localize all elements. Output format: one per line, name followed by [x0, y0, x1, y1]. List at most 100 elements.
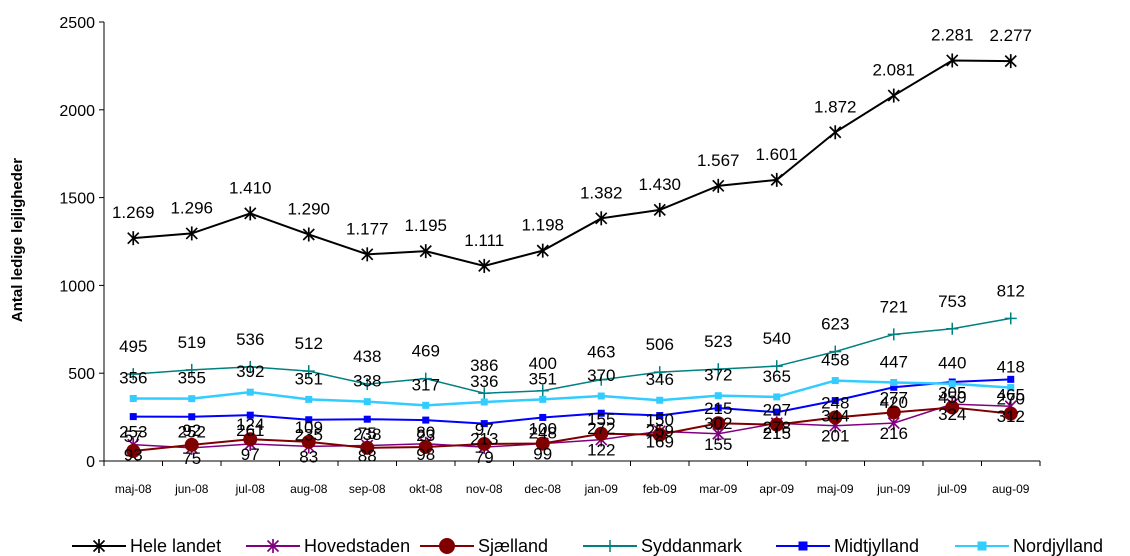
data-label-sj-lland: 109 — [295, 418, 323, 437]
legend-label: Sjælland — [478, 536, 548, 556]
data-point-midtjylland — [597, 409, 605, 417]
data-label-sj-lland: 150 — [646, 411, 674, 430]
data-label-sj-lland: 207 — [763, 401, 791, 420]
data-point-midtjylland — [831, 397, 839, 405]
data-label-hele-landet: 1.567 — [697, 151, 740, 170]
data-label-nordjylland: 418 — [997, 358, 1025, 377]
data-label-sj-lland: 100 — [529, 419, 557, 438]
data-point-syddanmark — [770, 360, 783, 373]
data-label-nordjylland: 355 — [178, 369, 206, 388]
legend-marker — [266, 539, 280, 553]
data-label-hovedstaden: 97 — [241, 445, 260, 464]
data-point-midtjylland — [773, 408, 781, 416]
data-point-hele-landet — [712, 178, 725, 193]
data-point-nordjylland — [948, 380, 956, 388]
data-point-midtjylland — [422, 416, 430, 424]
data-label-midtjylland: 465 — [997, 385, 1025, 404]
data-point-sj-lland — [945, 400, 960, 415]
data-label-midtjylland: 259 — [646, 422, 674, 441]
data-label-nordjylland: 392 — [236, 362, 264, 381]
data-point-hele-landet — [946, 53, 959, 68]
data-point-nordjylland — [480, 398, 488, 406]
data-label-hovedstaden: 122 — [587, 441, 615, 460]
data-point-hele-landet — [536, 243, 549, 258]
data-point-syddanmark — [887, 328, 900, 341]
data-label-syddanmark: 506 — [646, 335, 674, 354]
data-label-hovedstaden: 79 — [475, 448, 494, 467]
data-point-syddanmark — [244, 360, 257, 373]
data-point-sj-lland — [652, 427, 667, 442]
data-label-sj-lland: 80 — [416, 423, 435, 442]
data-point-midtjylland — [246, 411, 254, 419]
data-point-nordjylland — [129, 394, 137, 402]
data-label-nordjylland: 372 — [704, 366, 732, 385]
data-point-syddanmark — [536, 384, 549, 397]
data-point-sj-lland — [418, 439, 433, 454]
data-point-midtjylland — [188, 413, 196, 421]
data-label-sj-lland: 75 — [358, 424, 377, 443]
data-point-sj-lland — [535, 436, 550, 451]
data-point-nordjylland — [831, 377, 839, 385]
data-label-nordjylland: 365 — [763, 367, 791, 386]
data-point-sj-lland — [769, 417, 784, 432]
data-point-nordjylland — [246, 388, 254, 396]
data-label-midtjylland: 261 — [236, 421, 264, 440]
x-tick-label: jun-08 — [174, 482, 209, 496]
data-point-sj-lland — [477, 436, 492, 451]
data-point-midtjylland — [129, 413, 137, 421]
data-label-hele-landet: 1.601 — [755, 145, 798, 164]
x-tick-label: sep-08 — [349, 482, 386, 496]
x-tick-label: nov-08 — [466, 482, 503, 496]
data-point-hele-landet — [829, 125, 842, 140]
data-point-midtjylland — [890, 383, 898, 391]
data-label-midtjylland: 420 — [880, 393, 908, 412]
x-tick-label: jun-09 — [876, 482, 911, 496]
data-point-hele-landet — [770, 172, 783, 187]
data-label-sj-lland: 92 — [182, 421, 201, 440]
data-label-midtjylland: 238 — [353, 425, 381, 444]
legend-label: Midtjylland — [834, 536, 919, 556]
data-point-sj-lland — [594, 426, 609, 441]
data-label-hovedstaden: 98 — [416, 445, 435, 464]
data-point-sj-lland — [184, 437, 199, 452]
y-tick-label: 0 — [86, 454, 95, 471]
data-point-nordjylland — [188, 395, 196, 403]
data-label-nordjylland: 351 — [295, 369, 323, 388]
data-label-midtjylland: 450 — [938, 388, 966, 407]
x-tick-label: maj-09 — [817, 482, 854, 496]
legend-item-hele-landet: Hele landet — [72, 536, 221, 556]
legend-item-syddanmark: Syddanmark — [583, 536, 743, 556]
data-point-nordjylland — [1007, 384, 1015, 392]
data-label-hele-landet: 1.177 — [346, 219, 389, 238]
data-label-nordjylland: 338 — [353, 372, 381, 391]
x-tick-label: maj-08 — [115, 482, 152, 496]
data-label-nordjylland: 440 — [938, 354, 966, 373]
data-point-sj-lland — [360, 440, 375, 455]
data-point-hele-landet — [244, 206, 257, 221]
data-point-syddanmark — [185, 363, 198, 376]
data-point-syddanmark — [127, 368, 140, 381]
data-label-sj-lland: 305 — [938, 383, 966, 402]
data-label-hovedstaden: 216 — [880, 424, 908, 443]
data-point-midtjylland — [480, 420, 488, 428]
data-label-hovedstaden: 155 — [704, 435, 732, 454]
data-label-hele-landet: 1.872 — [814, 97, 857, 116]
data-point-midtjylland — [1007, 375, 1015, 383]
series-line-sj-lland — [133, 406, 1011, 452]
series-line-hele-landet — [133, 59, 1011, 267]
y-axis-title: Antal ledige lejligheder — [9, 158, 26, 322]
data-point-hele-landet — [361, 247, 374, 262]
data-point-syddanmark — [653, 366, 666, 379]
data-label-nordjylland: 447 — [880, 353, 908, 372]
data-label-hovedstaden: 201 — [821, 427, 849, 446]
data-label-midtjylland: 23 — [416, 426, 435, 445]
data-point-syddanmark — [1004, 312, 1017, 325]
legend-marker — [604, 540, 616, 552]
y-tick-label: 1000 — [59, 278, 95, 295]
series-line-midtjylland — [133, 378, 1011, 425]
data-label-hele-landet: 1.111 — [464, 231, 504, 250]
data-point-sj-lland — [886, 405, 901, 420]
data-point-nordjylland — [539, 395, 547, 403]
data-label-nordjylland: 370 — [587, 366, 615, 385]
x-tick-label: jan-09 — [584, 482, 619, 496]
